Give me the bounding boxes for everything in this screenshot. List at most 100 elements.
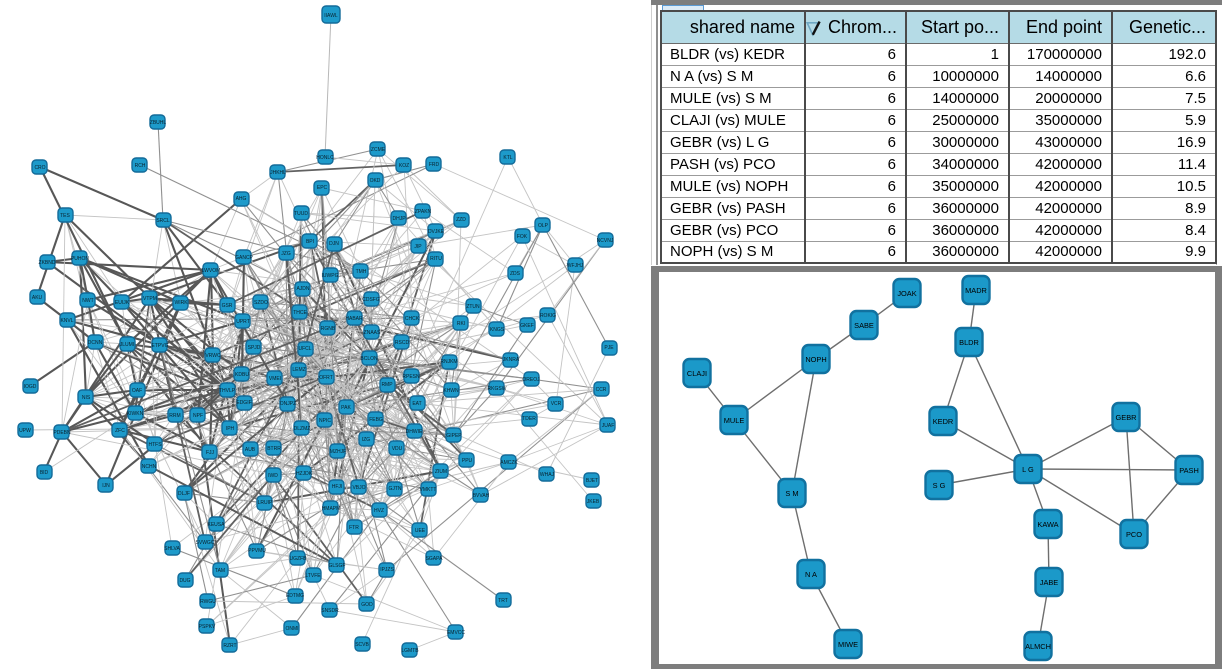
svg-text:PAK: PAK [341, 405, 351, 411]
svg-text:FTR: FTR [349, 525, 359, 531]
svg-text:PPVMU: PPVMU [248, 548, 266, 554]
svg-text:RWGU: RWGU [200, 599, 216, 605]
svg-text:VRWC: VRWC [205, 353, 221, 359]
svg-text:AHG: AHG [236, 196, 247, 202]
svg-text:EDGIF: EDGIF [236, 400, 251, 406]
svg-text:OLP: OLP [538, 223, 549, 229]
svg-text:RCH: RCH [135, 163, 146, 169]
svg-text:RITU: RITU [430, 256, 442, 262]
svg-text:IWD: IWD [268, 473, 278, 479]
svg-text:HABAR: HABAR [345, 316, 363, 322]
svg-text:SVWGC: SVWGC [196, 540, 215, 546]
svg-text:VMEI: VMEI [269, 376, 281, 382]
svg-text:SRCL: SRCL [156, 218, 170, 224]
svg-text:PCO: PCO [1126, 530, 1142, 539]
svg-text:UEE: UEE [415, 528, 426, 534]
svg-text:HONLC: HONLC [316, 155, 334, 161]
svg-text:FRD: FRD [429, 162, 440, 168]
svg-text:JIP: JIP [414, 244, 422, 250]
svg-text:RZRT: RZRT [223, 643, 236, 649]
svg-text:N A: N A [805, 570, 817, 579]
svg-text:MZHJF: MZHJF [330, 449, 346, 455]
svg-text:DCNN: DCNN [88, 340, 103, 346]
svg-text:DLZMZ: DLZMZ [294, 426, 311, 432]
svg-text:VDU: VDU [392, 446, 403, 452]
svg-text:ETPVG: ETPVG [152, 343, 169, 349]
svg-text:WFJHJ: WFJHJ [567, 263, 584, 269]
svg-text:OAF: OAF [132, 388, 142, 394]
svg-text:DJN: DJN [329, 241, 339, 247]
svg-text:LGMTB: LGMTB [401, 648, 419, 654]
svg-text:EPC: EPC [317, 185, 328, 191]
svg-text:EUIJK: EUIJK [115, 300, 130, 306]
svg-text:FEBG: FEBG [369, 417, 383, 423]
svg-text:OKD: OKD [370, 178, 381, 184]
svg-text:GANCP: GANCP [235, 255, 253, 261]
svg-text:WIRK: WIRK [174, 300, 188, 306]
svg-text:L G: L G [1022, 465, 1034, 474]
svg-text:EAT: EAT [412, 401, 421, 407]
svg-text:IPJZS: IPJZS [380, 567, 394, 573]
svg-text:ROKIG: ROKIG [540, 313, 556, 319]
svg-text:UGZFB: UGZFB [290, 556, 308, 562]
svg-text:CLAJI: CLAJI [687, 369, 707, 378]
svg-text:CCR: CCR [596, 387, 607, 393]
svg-text:PUHON: PUHON [71, 256, 89, 262]
svg-text:VBJO: VBJO [352, 485, 365, 491]
svg-text:JLUMI: JLUMI [120, 342, 134, 348]
svg-text:WHAJ: WHAJ [540, 472, 555, 478]
svg-text:GJTN: GJTN [388, 486, 401, 492]
svg-text:BJET: BJET [586, 478, 598, 484]
svg-text:CHCK: CHCK [405, 316, 420, 322]
svg-text:RKI: RKI [457, 321, 465, 327]
svg-text:UPW: UPW [19, 428, 31, 434]
svg-text:KDBU: KDBU [235, 372, 249, 378]
svg-text:GLSGF: GLSGF [329, 563, 346, 569]
svg-text:ZDS: ZDS [510, 271, 521, 277]
svg-text:PSPKV: PSPKV [199, 624, 216, 630]
svg-text:ZKBND: ZKBND [39, 260, 56, 266]
svg-text:LTVFE: LTVFE [305, 573, 321, 579]
svg-text:HTFS: HTFS [148, 442, 162, 448]
svg-text:KEUSA: KEUSA [208, 522, 226, 528]
svg-text:PASH: PASH [1179, 466, 1199, 475]
svg-text:MADR: MADR [965, 286, 987, 295]
svg-text:BCLON: BCLON [360, 356, 378, 362]
svg-text:RNJKM: RNJKM [440, 359, 457, 365]
svg-text:DHWIE: DHWIE [406, 429, 423, 435]
svg-text:BLDR: BLDR [959, 338, 979, 347]
svg-text:VMKTT: VMKTT [420, 487, 437, 493]
svg-text:KAWA: KAWA [1037, 520, 1058, 529]
svg-text:IUWPG: IUWPG [322, 273, 339, 279]
svg-text:NWT: NWT [82, 298, 93, 304]
svg-text:CRO: CRO [34, 165, 45, 171]
svg-text:DUG: DUG [179, 578, 190, 584]
svg-text:IJN: IJN [102, 483, 110, 489]
svg-text:MIWE: MIWE [838, 640, 858, 649]
svg-text:DVJKE: DVJKE [428, 229, 445, 235]
svg-text:ALMCH: ALMCH [1025, 642, 1051, 651]
svg-text:SABE: SABE [854, 321, 874, 330]
svg-text:JKNRA: JKNRA [503, 357, 520, 363]
svg-text:BVVAH: BVVAH [473, 493, 490, 499]
svg-text:NCHN: NCHN [142, 464, 157, 470]
svg-text:SGAPA: SGAPA [426, 556, 444, 562]
svg-text:OFRT: OFRT [319, 375, 333, 381]
svg-text:CDSFG: CDSFG [362, 297, 380, 303]
svg-text:MULE: MULE [724, 416, 745, 425]
svg-text:AJDN: AJDN [296, 286, 309, 292]
svg-text:JUAF: JUAF [602, 423, 615, 429]
svg-text:AMCZK: AMCZK [500, 460, 518, 466]
svg-text:TES: TES [60, 213, 70, 219]
svg-text:EDTMG: EDTMG [286, 593, 304, 599]
svg-text:NIS: NIS [82, 395, 91, 401]
svg-text:PPU: PPU [462, 458, 473, 464]
svg-text:GEBR: GEBR [1116, 413, 1137, 422]
svg-text:IPH: IPH [226, 426, 235, 432]
svg-text:UFCL: UFCL [298, 346, 311, 352]
svg-text:TRT: TRT [498, 598, 508, 604]
svg-text:ZCME: ZCME [371, 147, 386, 153]
svg-text:DLJF: DLJF [178, 491, 190, 497]
svg-text:TAM: TAM [215, 568, 225, 574]
svg-text:ZPAKN: ZPAKN [415, 209, 432, 215]
